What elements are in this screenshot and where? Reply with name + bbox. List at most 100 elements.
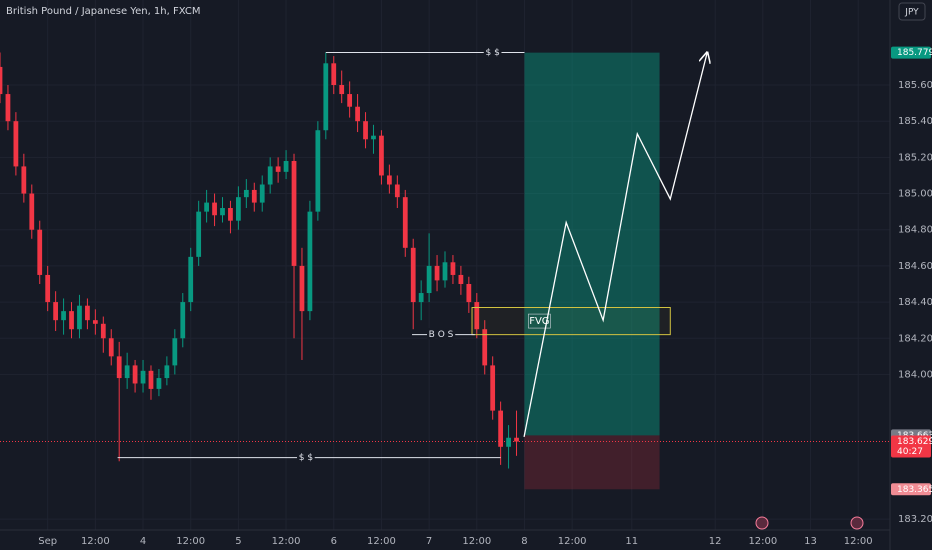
- candle-body: [77, 305, 82, 330]
- price-axis: 183.200 184.000 184.200 184.400 184.600 184.8…: [891, 46, 932, 525]
- candle-body: [108, 338, 114, 357]
- y-tick-label: 185.000: [898, 189, 932, 200]
- candle-body: [100, 323, 106, 339]
- candle-body: [236, 197, 241, 221]
- fvg-box: [471, 307, 671, 336]
- candle-body: [291, 160, 297, 266]
- candle-body: [371, 135, 376, 140]
- x-tick-label: 12:00: [367, 536, 396, 547]
- event-icon[interactable]: [850, 516, 864, 530]
- candle-body: [482, 329, 488, 366]
- price-label-box: [891, 435, 931, 458]
- x-tick-label: 7: [426, 536, 432, 547]
- candle-body: [450, 262, 456, 275]
- candle-body: [196, 211, 202, 257]
- candle-body: [363, 121, 368, 140]
- candle-body: [315, 130, 321, 212]
- candle-body: [220, 208, 225, 216]
- x-tick-label: 12:00: [558, 536, 587, 547]
- bos-label: B O S: [429, 330, 454, 340]
- price-label: 183.365: [897, 485, 932, 495]
- price-label: 185.779: [897, 48, 932, 58]
- profit-zone: [524, 52, 660, 436]
- candle-body: [180, 302, 186, 339]
- candle-body: [172, 338, 178, 366]
- candle-body: [466, 283, 472, 303]
- candle-body: [506, 437, 511, 447]
- candle-body: [13, 121, 19, 167]
- candle-body: [394, 184, 400, 198]
- candle-body: [132, 365, 138, 384]
- plot: FVG $ $ $ $ B O S: [0, 45, 890, 490]
- y-tick-label: 185.600: [898, 80, 932, 91]
- candle-body: [299, 265, 305, 312]
- candle-body: [323, 63, 329, 131]
- candle-body: [514, 437, 519, 442]
- chart-title: British Pound / Japanese Yen, 1h, FXCM: [6, 6, 200, 17]
- candle-body: [331, 63, 337, 86]
- price-label-box: [891, 483, 931, 496]
- currency[interactable]: JPY: [904, 8, 919, 18]
- candle-body: [164, 365, 170, 379]
- liquidity-label: $ $: [486, 48, 500, 58]
- x-tick-label: 12:00: [748, 536, 777, 547]
- candle-body: [188, 256, 194, 303]
- candle-body: [45, 274, 51, 303]
- event-icon[interactable]: [755, 516, 769, 530]
- candle-body: [474, 302, 480, 330]
- candle-body: [442, 262, 448, 281]
- candle-body: [267, 166, 273, 185]
- candle-body: [243, 189, 249, 198]
- loss-zone: [524, 435, 660, 490]
- candle-body: [379, 135, 384, 176]
- candle-body: [21, 166, 27, 194]
- y-tick-label: 184.600: [898, 261, 932, 272]
- y-tick-label: 184.400: [898, 297, 932, 308]
- candle-body: [275, 166, 281, 172]
- x-tick-label: 12:00: [844, 536, 873, 547]
- candle-body: [418, 293, 424, 303]
- candle-body: [498, 410, 504, 447]
- y-tick-label: 185.400: [898, 116, 932, 127]
- candle-body: [69, 311, 74, 330]
- candle-body: [140, 370, 146, 384]
- price-label-box: [891, 46, 931, 59]
- countdown: 40:27: [897, 447, 923, 457]
- projection-path: [523, 52, 707, 437]
- candle-body: [251, 189, 257, 203]
- candle-body: [355, 106, 360, 122]
- y-tick-label: 184.000: [898, 369, 932, 380]
- candle-body: [29, 193, 35, 230]
- candle-body: [458, 274, 464, 284]
- candle-body: [148, 370, 154, 389]
- x-tick-label: 12:00: [272, 536, 301, 547]
- candle-body: [347, 94, 353, 107]
- x-tick-label: 4: [140, 536, 146, 547]
- candle-body: [156, 378, 162, 389]
- x-tick-label: 11: [625, 536, 638, 547]
- candle-body: [339, 85, 345, 95]
- x-tick-label: 12:00: [81, 536, 110, 547]
- candle-body: [386, 175, 392, 185]
- candle-body: [85, 305, 90, 321]
- candle-body: [259, 184, 265, 203]
- candle-body: [307, 211, 313, 312]
- candle-body: [0, 66, 3, 95]
- candle-body: [212, 202, 217, 216]
- x-tick-label: 6: [331, 536, 337, 547]
- candle-body: [426, 265, 432, 294]
- candle-body: [61, 311, 66, 321]
- candle-body: [37, 229, 43, 275]
- candle-body: [5, 94, 11, 122]
- candle-body: [116, 356, 122, 379]
- candle-body: [92, 320, 98, 324]
- candle-body: [228, 208, 233, 221]
- candle-body: [53, 302, 59, 321]
- fvg-label-box: [528, 313, 551, 329]
- x-tick-label: 5: [235, 536, 241, 547]
- fvg-label: FVG: [529, 316, 549, 327]
- candle-body: [434, 265, 440, 281]
- currency-button[interactable]: [898, 2, 926, 21]
- candle-body: [402, 197, 408, 248]
